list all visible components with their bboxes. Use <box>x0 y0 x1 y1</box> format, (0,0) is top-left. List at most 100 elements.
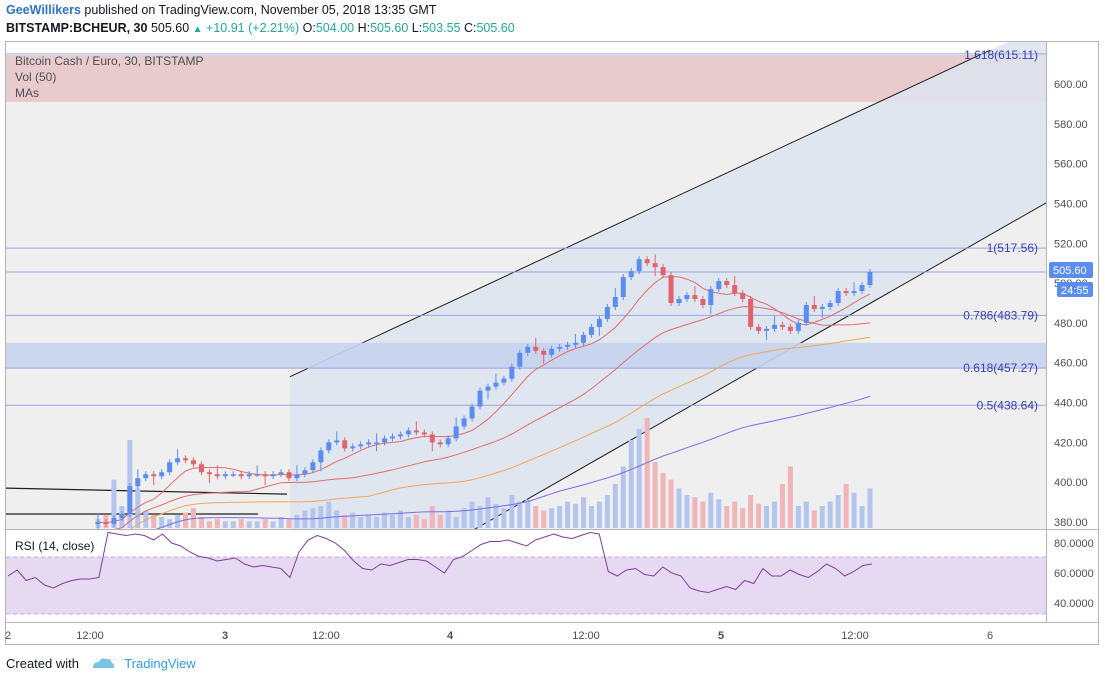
candle-body <box>764 328 770 331</box>
price-tick-label: 480.00 <box>1054 318 1088 330</box>
candle-body <box>573 342 579 345</box>
volume-bar <box>413 514 419 528</box>
candle-body <box>198 464 204 473</box>
volume-bar <box>628 440 634 528</box>
volume-bar <box>588 506 594 528</box>
candlesticks <box>95 254 873 529</box>
candle-body <box>334 440 340 443</box>
rsi-tick-label: 60.0000 <box>1054 568 1094 580</box>
volume-bar <box>421 519 427 528</box>
candle-body <box>302 470 308 475</box>
volume-bar <box>517 501 523 528</box>
volume-bar <box>612 484 618 528</box>
time-tick-label: 6 <box>987 630 993 642</box>
volume-bar <box>167 519 173 528</box>
volume-bar <box>795 506 801 528</box>
candle-body <box>716 281 722 290</box>
volume-bar <box>771 501 777 528</box>
candle-body <box>358 444 364 447</box>
candle-body <box>191 460 197 465</box>
rsi-path <box>7 531 873 594</box>
candle-body <box>612 297 618 307</box>
volume-bar <box>294 514 300 528</box>
candle-body <box>485 386 491 391</box>
tradingview-logo-icon[interactable] <box>91 656 115 673</box>
volume-bar <box>668 479 674 528</box>
candle-body <box>724 281 730 286</box>
candle-body <box>230 474 236 476</box>
candle-body <box>151 474 157 477</box>
volume-bar <box>286 519 292 528</box>
fib-zone-0618 <box>6 342 1046 369</box>
candle-body <box>453 426 459 439</box>
volume-bar <box>509 495 515 528</box>
author-name[interactable]: GeeWillikers <box>6 3 81 17</box>
fib-level-label: 1.618(615.11) <box>964 48 1038 62</box>
candle-body <box>167 462 173 473</box>
price-tick-label: 560.00 <box>1054 159 1088 171</box>
volume-bar <box>214 519 220 528</box>
candle-body <box>525 346 531 353</box>
candle-body <box>644 259 650 264</box>
time-axis[interactable]: 2 12:00 3 12:00 4 12:00 5 12:00 6 <box>5 630 993 642</box>
candle-body <box>246 474 252 477</box>
volume-bar <box>764 506 770 528</box>
candle-body <box>382 438 388 443</box>
candle-body <box>811 304 817 309</box>
volume-bar <box>652 462 658 528</box>
volume-bar <box>700 501 706 528</box>
volume-bar <box>374 517 380 528</box>
candle-body <box>389 436 395 439</box>
candle-body <box>445 438 451 445</box>
price-tick-label: 380.00 <box>1054 517 1088 529</box>
legend-mas[interactable]: MAs <box>15 86 39 100</box>
candle-body <box>254 474 260 476</box>
volume-bar <box>676 488 682 528</box>
volume-bar <box>724 506 730 528</box>
candle-body <box>588 326 594 335</box>
publish-header: GeeWillikers published on TradingView.co… <box>6 3 436 17</box>
candle-body <box>95 522 101 524</box>
rsi-band <box>6 557 1046 614</box>
volume-bar <box>159 517 165 528</box>
candle-body <box>708 289 714 305</box>
fib-level-label: 1(517.56) <box>987 241 1038 255</box>
candle-body <box>692 295 698 300</box>
volume-bar <box>756 503 762 528</box>
volume-bar <box>278 517 284 528</box>
chart-frame <box>5 41 1099 645</box>
price-change: +10.91 (+2.21%) <box>206 21 300 35</box>
candle-body <box>374 442 380 444</box>
candle-body <box>565 344 571 347</box>
price-tick-label: 460.00 <box>1054 358 1088 370</box>
candle-body <box>756 326 762 331</box>
price-badge <box>1049 262 1093 278</box>
volume-bar <box>135 488 141 528</box>
volume-bar <box>382 512 388 528</box>
legend-volume[interactable]: Vol (50) <box>15 70 56 84</box>
volume-bar <box>692 497 698 528</box>
candle-body <box>262 474 268 477</box>
candle-body <box>580 334 586 343</box>
rsi-tick-label: 80.0000 <box>1054 538 1094 550</box>
price-tick-label: 520.00 <box>1054 238 1088 250</box>
volume-bar <box>342 514 348 528</box>
candle-body <box>469 406 475 419</box>
candle-body <box>397 434 403 437</box>
volume-bar <box>740 508 746 528</box>
publish-info: published on TradingView.com, November 0… <box>84 3 437 17</box>
candle-body <box>541 350 547 355</box>
price-tick-label: 440.00 <box>1054 398 1088 410</box>
candle-body <box>270 474 276 477</box>
volume-bar <box>501 508 507 528</box>
price-axis[interactable]: 600.00580.00560.00540.00520.00500.00480.… <box>1054 79 1088 529</box>
volume-bar <box>533 506 539 528</box>
candle-body <box>286 472 292 479</box>
footer-brand[interactable]: TradingView <box>124 656 196 671</box>
volume-bar <box>429 506 435 528</box>
volume-bar <box>716 499 722 528</box>
countdown-value: 24:55 <box>1061 285 1089 297</box>
candle-body <box>222 474 228 477</box>
candle-body <box>700 299 706 305</box>
